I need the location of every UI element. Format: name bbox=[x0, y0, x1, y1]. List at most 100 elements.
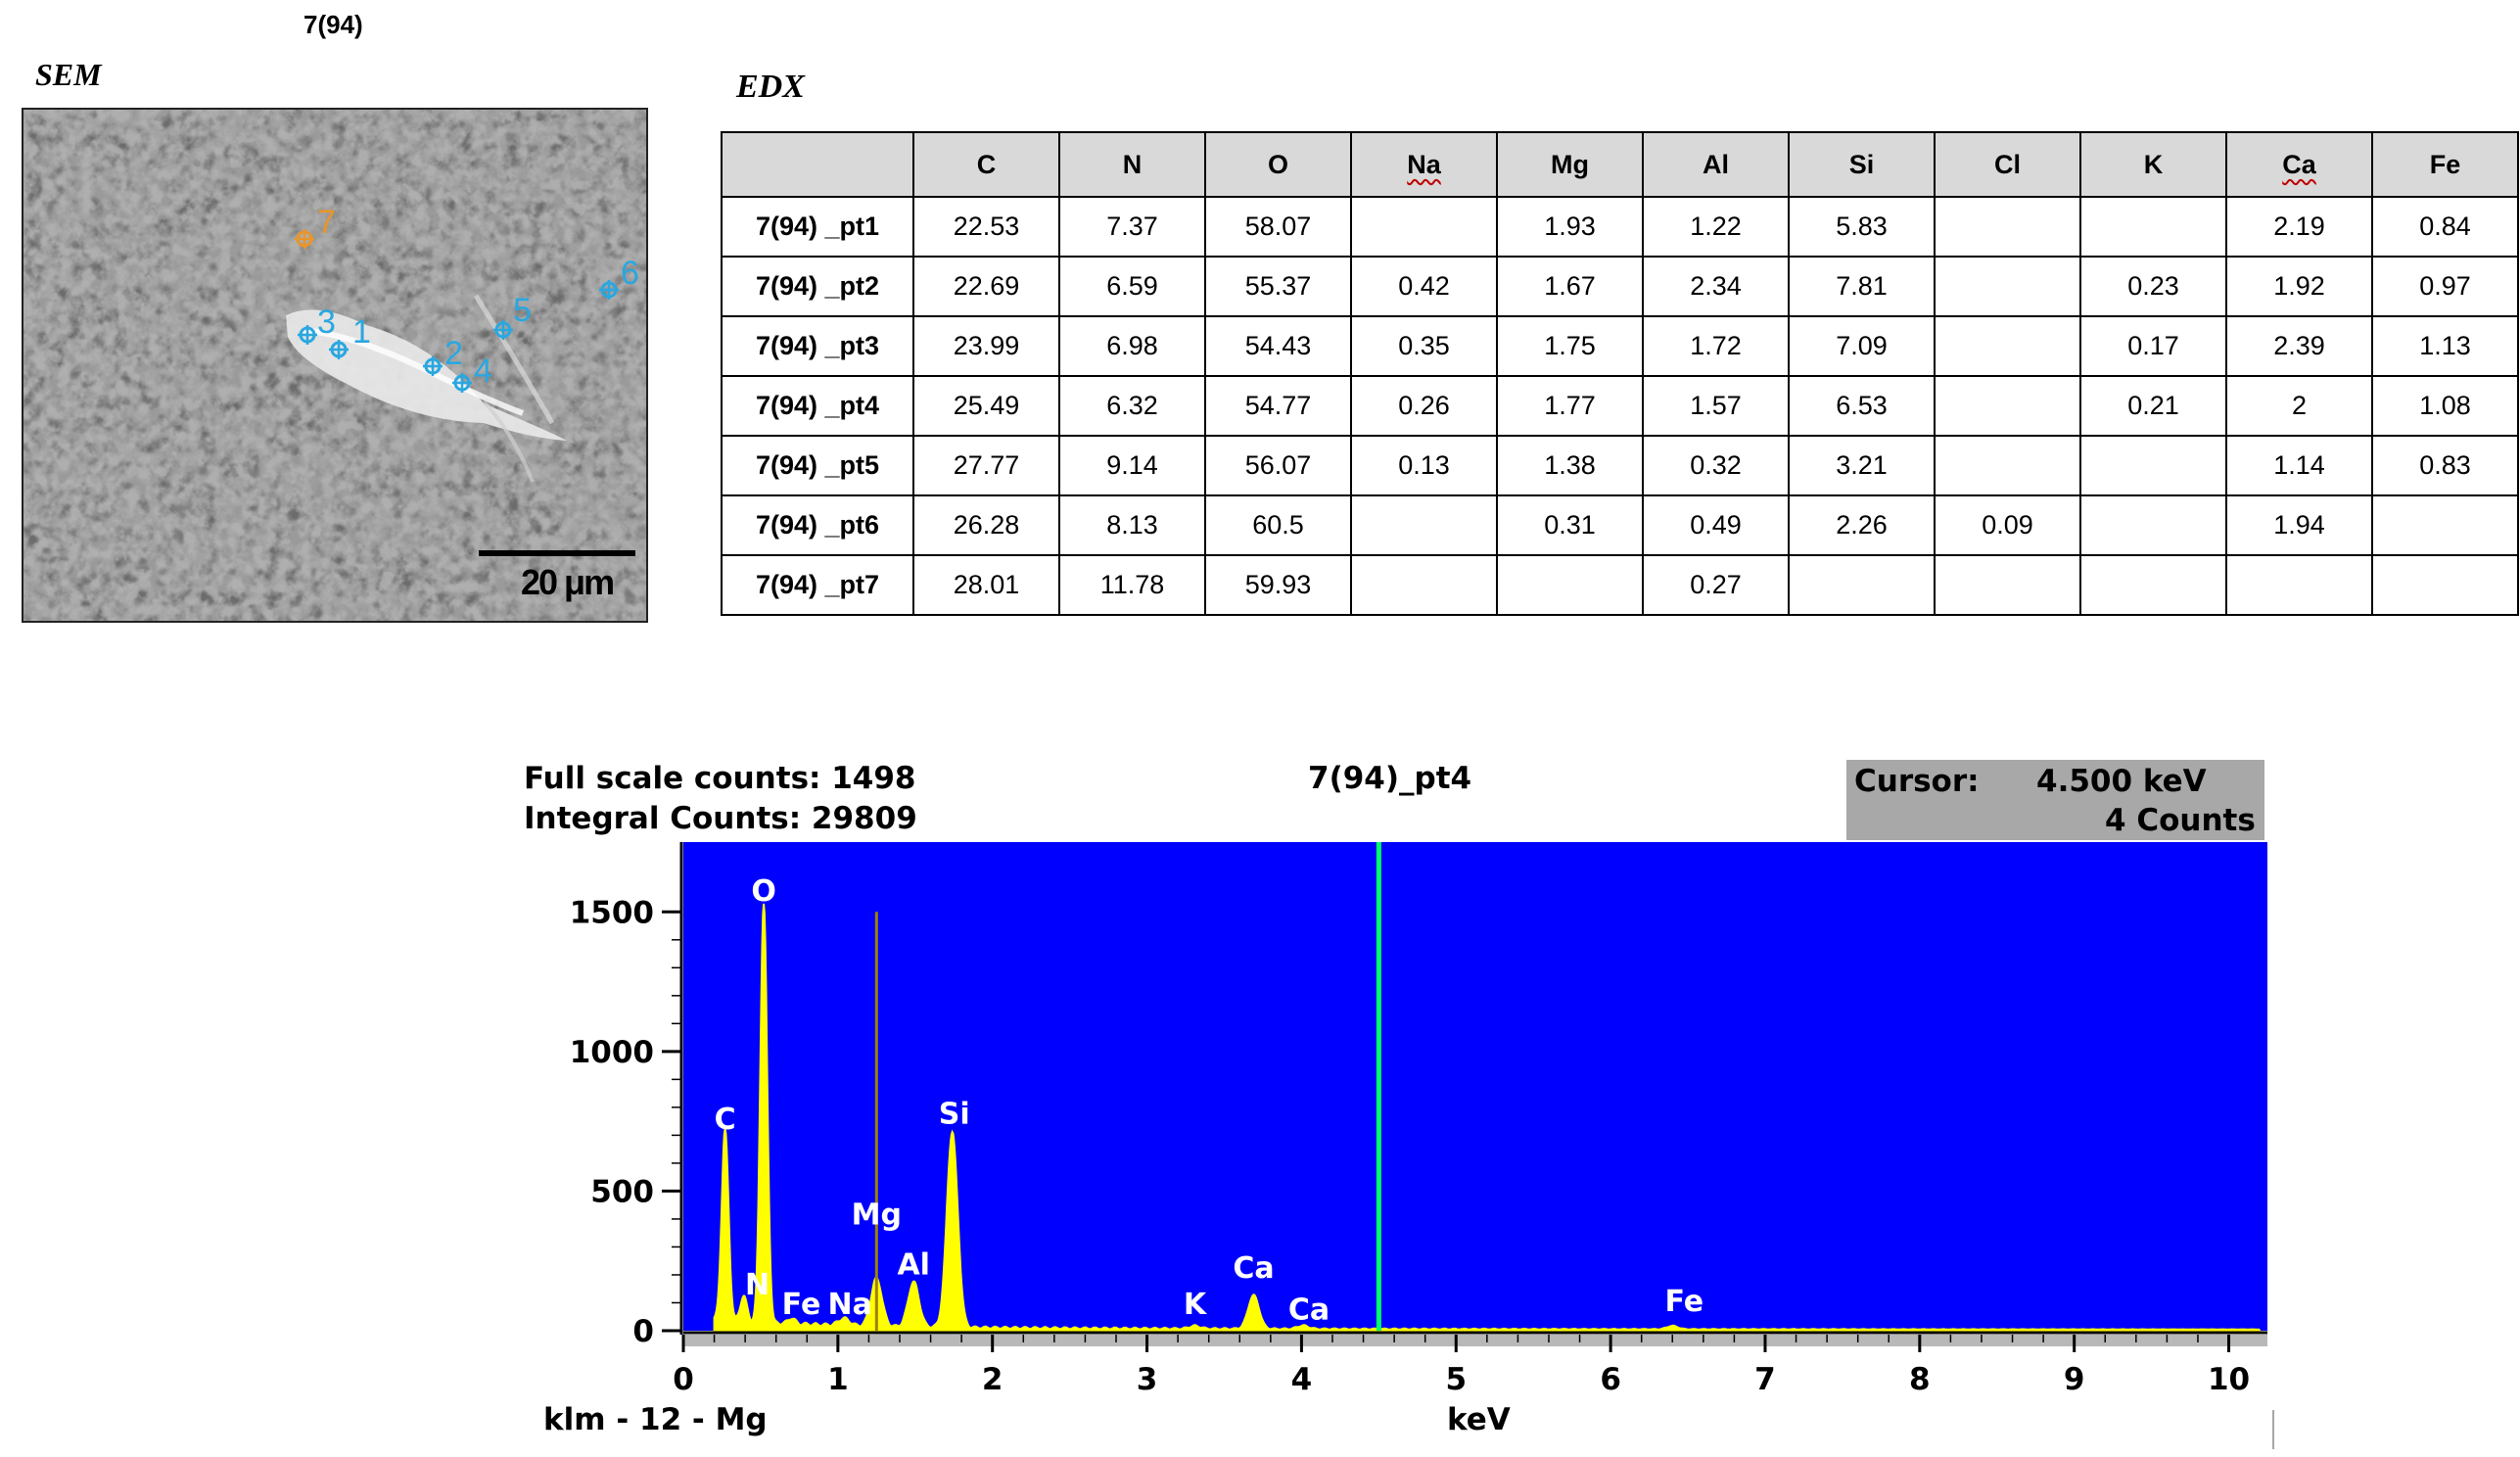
x-axis-band bbox=[683, 1335, 2267, 1346]
scale-bar-label: 20 μm bbox=[521, 562, 615, 602]
peak-label-ca: Ca bbox=[1288, 1293, 1330, 1328]
table-cell bbox=[2225, 554, 2373, 616]
row-label: 7(94) _pt4 bbox=[721, 375, 914, 437]
spectrum-trace bbox=[713, 903, 2262, 1332]
sample-title: 7(94) bbox=[303, 10, 363, 39]
edx-table: C N O Na Mg Al Si Cl K Ca Fe 7(94) _pt1 22.53 7.37 58… bbox=[721, 131, 2519, 616]
row-label: 7(94) _pt3 bbox=[721, 315, 914, 377]
column-header-fe: Fe bbox=[2371, 131, 2519, 198]
sem-point-label: 4 bbox=[474, 352, 492, 390]
table-cell: 23.99 bbox=[912, 315, 1060, 377]
table-cell: 1.77 bbox=[1496, 375, 1644, 437]
y-tick-label: 1000 bbox=[570, 1035, 654, 1070]
table-cell: 0.84 bbox=[2371, 196, 2519, 258]
sem-point-crosshair bbox=[599, 280, 619, 300]
table-cell: 0.35 bbox=[1350, 315, 1498, 377]
sem-point-label: 1 bbox=[352, 313, 371, 351]
table-corner-cell bbox=[721, 131, 914, 198]
y-tick-label: 500 bbox=[590, 1174, 654, 1209]
table-cell: 1.67 bbox=[1496, 256, 1644, 317]
table-cell bbox=[2079, 435, 2227, 496]
table-cell: 25.49 bbox=[912, 375, 1060, 437]
table-cell: 1.93 bbox=[1496, 196, 1644, 258]
table-cell bbox=[2079, 196, 2227, 258]
table-cell bbox=[1788, 554, 1936, 616]
sem-point-crosshair bbox=[329, 340, 349, 359]
spectrum-title: 7(94)_pt4 bbox=[1308, 761, 1472, 796]
table-cell bbox=[1934, 196, 2081, 258]
table-cell bbox=[2079, 554, 2227, 616]
table-row: 7(94) _pt5 27.77 9.14 56.07 0.13 1.38 0.32 3.21… bbox=[721, 435, 2519, 496]
row-label: 7(94) _pt6 bbox=[721, 494, 914, 556]
peak-label-c: C bbox=[715, 1103, 736, 1137]
table-cell: 0.31 bbox=[1496, 494, 1644, 556]
table-cell: 1.13 bbox=[2371, 315, 2519, 377]
row-label: 7(94) _pt1 bbox=[721, 196, 914, 258]
column-header-al: Al bbox=[1642, 131, 1790, 198]
full-scale-counts: Full scale counts: 1498 bbox=[524, 761, 916, 796]
x-tick-label: 0 bbox=[673, 1362, 694, 1397]
sem-point-label: 3 bbox=[317, 304, 336, 341]
table-cell: 2.26 bbox=[1788, 494, 1936, 556]
x-axis-label: keV bbox=[1447, 1402, 1511, 1437]
table-cell: 1.22 bbox=[1642, 196, 1790, 258]
table-cell: 6.59 bbox=[1058, 256, 1206, 317]
x-tick-label: 10 bbox=[2208, 1362, 2250, 1397]
peak-label-ca: Ca bbox=[1233, 1251, 1274, 1286]
plot-area bbox=[683, 842, 2267, 1331]
table-cell: 0.83 bbox=[2371, 435, 2519, 496]
sem-point-crosshair bbox=[452, 373, 472, 393]
scale-bar bbox=[479, 550, 635, 556]
table-cell: 22.53 bbox=[912, 196, 1060, 258]
table-cell bbox=[1350, 494, 1498, 556]
table-cell: 54.77 bbox=[1204, 375, 1352, 437]
sem-point-crosshair bbox=[298, 325, 317, 345]
cursor-readout-box bbox=[1846, 760, 2264, 840]
table-cell: 26.28 bbox=[912, 494, 1060, 556]
table-cell: 0.49 bbox=[1642, 494, 1790, 556]
table-cell bbox=[2371, 554, 2519, 616]
table-cell: 0.32 bbox=[1642, 435, 1790, 496]
table-cell: 7.37 bbox=[1058, 196, 1206, 258]
table-cell: 0.42 bbox=[1350, 256, 1498, 317]
x-tick-label: 6 bbox=[1600, 1362, 1621, 1397]
table-cell: 2.19 bbox=[2225, 196, 2373, 258]
table-cell bbox=[1350, 554, 1498, 616]
table-cell: 2.39 bbox=[2225, 315, 2373, 377]
sem-point-label: 6 bbox=[621, 255, 639, 292]
peak-label-fe: Fe bbox=[1664, 1285, 1703, 1319]
table-cell: 6.53 bbox=[1788, 375, 1936, 437]
sem-point-crosshair bbox=[423, 356, 443, 376]
table-cell: 55.37 bbox=[1204, 256, 1352, 317]
table-cell: 58.07 bbox=[1204, 196, 1352, 258]
peak-label-si: Si bbox=[939, 1097, 970, 1131]
cursor-kev-value: 4.500 keV bbox=[2036, 764, 2207, 799]
table-cell bbox=[1934, 315, 2081, 377]
table-cell bbox=[1934, 435, 2081, 496]
cursor-counts-value: 4 Counts bbox=[2105, 803, 2256, 838]
table-cell bbox=[1496, 554, 1644, 616]
x-tick-label: 8 bbox=[1909, 1362, 1931, 1397]
sem-point-label: 7 bbox=[317, 204, 336, 241]
table-cell: 5.83 bbox=[1788, 196, 1936, 258]
table-cell: 28.01 bbox=[912, 554, 1060, 616]
table-cell: 59.93 bbox=[1204, 554, 1352, 616]
table-row: 7(94) _pt3 23.99 6.98 54.43 0.35 1.75 1.72 7.09… bbox=[721, 315, 2519, 377]
table-cell: 11.78 bbox=[1058, 554, 1206, 616]
y-tick-label: 0 bbox=[632, 1314, 654, 1349]
table-cell: 60.5 bbox=[1204, 494, 1352, 556]
table-cell: 8.13 bbox=[1058, 494, 1206, 556]
row-label: 7(94) _pt2 bbox=[721, 256, 914, 317]
column-header-mg: Mg bbox=[1496, 131, 1644, 198]
table-cell: 1.14 bbox=[2225, 435, 2373, 496]
sem-point-label: 5 bbox=[513, 292, 532, 329]
table-row: 7(94) _pt2 22.69 6.59 55.37 0.42 1.67 2.34 7.81… bbox=[721, 256, 2519, 317]
sem-point-crosshair bbox=[295, 229, 314, 249]
table-cell: 2 bbox=[2225, 375, 2373, 437]
table-row: 7(94) _pt4 25.49 6.32 54.77 0.26 1.77 1.57 6.53… bbox=[721, 375, 2519, 437]
table-cell: 7.81 bbox=[1788, 256, 1936, 317]
table-cell: 56.07 bbox=[1204, 435, 1352, 496]
column-header-c: C bbox=[912, 131, 1060, 198]
column-header-ca: Ca bbox=[2225, 131, 2373, 198]
